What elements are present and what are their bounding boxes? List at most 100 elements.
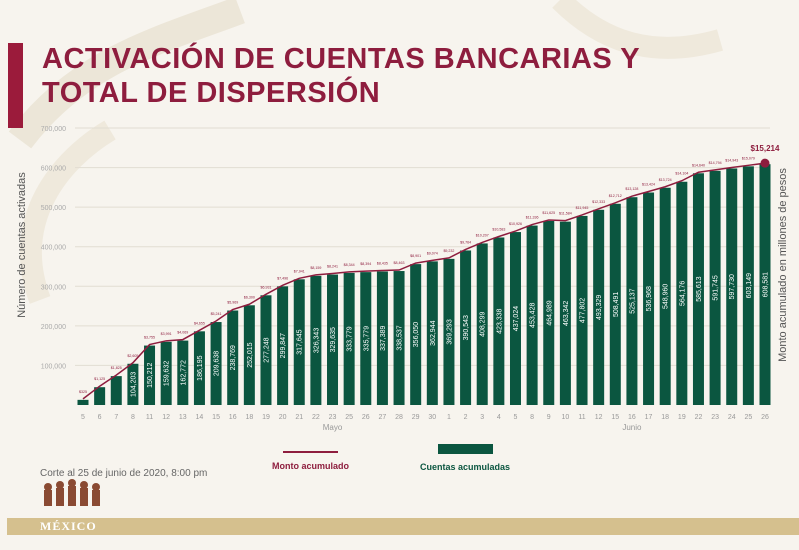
monto-value-label: $4,655 [194,321,205,325]
bar [110,376,122,405]
accent-bar [8,43,23,128]
x-tick-label: 20 [279,414,287,421]
bar-value-label: 104,203 [130,372,137,397]
page-title: ACTIVACIÓN DE CUENTAS BANCARIAS Y TOTAL … [42,42,640,110]
bar-value-label: 238,769 [230,345,237,370]
x-tick-label: 26 [362,414,370,421]
bar [643,192,655,405]
bar-value-label: 585,613 [696,276,703,301]
bar-value-label: 390,543 [463,315,470,340]
bar [526,225,538,405]
bar-value-label: 464,989 [546,300,553,325]
x-tick-label: 25 [345,414,353,421]
x-tick-label: 28 [395,414,403,421]
bar-value-label: 337,389 [380,325,387,350]
bar-value-label: 150,212 [147,363,154,388]
x-tick-label: 11 [146,414,153,421]
x-tick-label: 10 [561,414,569,421]
bar-value-label: 329,635 [330,327,337,352]
y-tick-label: 600,000 [41,166,66,173]
bar [410,264,422,405]
x-tick-label: 8 [530,414,534,421]
x-tick-label: 6 [98,414,102,421]
monto-value-label: $9,232 [443,249,454,253]
title-line-1: ACTIVACIÓN DE CUENTAS BANCARIAS Y [42,43,641,75]
monto-line [82,162,766,400]
legend-monto-label: Monto acumulado [272,461,349,471]
bar [127,363,139,405]
x-tick-label: 24 [728,414,736,421]
x-tick-label: 8 [131,414,135,421]
x-tick-label: 19 [262,414,270,421]
y-tick-label: 300,000 [41,284,66,291]
bar-value-label: 252,015 [247,342,254,367]
monto-last-label: $15,214 [751,144,780,153]
x-tick-label: 29 [412,414,420,421]
monto-value-label: $325 [79,390,87,394]
bar [476,243,488,405]
monto-value-label: $12,333 [592,200,605,204]
monto-value-label: $15,079 [742,156,755,160]
bar-value-label: 333,779 [347,326,354,351]
x-tick-label: 19 [678,414,686,421]
bar [160,341,172,405]
monto-value-label: $8,344 [344,263,355,267]
monto-value-label: $5,241 [211,312,222,316]
bar [593,209,605,405]
monto-value-label: $14,640 [692,163,705,167]
x-tick-label: 27 [379,414,387,421]
bar [543,220,555,405]
x-tick-label: 15 [212,414,220,421]
bar-value-label: 536,968 [646,286,653,311]
bar [509,232,521,405]
monto-value-label: $13,424 [642,183,655,187]
monto-value-label: $6,931 [260,285,271,289]
monto-last-point [760,158,770,168]
legend-bar-swatch [437,444,493,454]
monto-value-label: $7,941 [294,269,305,273]
monto-value-label: $8,901 [410,254,421,258]
monto-value-label: $9,764 [460,240,471,244]
bar [343,272,355,405]
bar [144,345,156,405]
bar-value-label: 356,050 [413,322,420,347]
monto-value-label: $11,584 [559,212,572,216]
bar-value-label: 564,176 [679,281,686,306]
bar-value-label: 299,847 [280,333,287,358]
bar [77,399,89,405]
bar [460,250,472,405]
logo-text: MÉXICO [40,519,97,533]
bar [609,203,621,405]
x-tick-label: 4 [497,414,501,421]
bar-value-label: 369,293 [446,319,453,344]
monto-value-label: $9,074 [427,251,438,255]
monto-value-label: $6,300 [244,295,255,299]
monto-value-label: $11,336 [526,216,539,220]
month-label: Mayo [323,423,343,432]
bar-value-label: 453,428 [530,303,537,328]
bar-value-label: 362,944 [430,320,437,345]
x-tick-label: 23 [711,414,719,421]
heroes-logo [44,479,100,506]
monto-value-label: $3,755 [144,336,155,340]
bar-value-label: 463,342 [563,301,570,326]
x-tick-label: 14 [196,414,204,421]
x-tick-label: 17 [645,414,653,421]
monto-value-label: $10,583 [492,227,505,231]
bar-value-label: 477,802 [580,298,587,323]
bar [759,164,771,405]
bar [260,295,272,405]
bar [277,286,289,405]
bar [210,322,222,405]
monto-value-label: $5,969 [227,301,238,305]
bar [426,261,438,405]
bar-value-label: 548,960 [663,284,670,309]
bar [94,387,106,405]
bar-value-label: 209,638 [214,351,221,376]
bar-value-label: 525,137 [629,288,636,313]
monto-value-label: $8,394 [360,262,371,266]
monto-value-label: $12,712 [609,194,622,198]
bar-value-label: 408,299 [480,311,487,336]
x-tick-label: 1 [447,414,451,421]
x-tick-label: 7 [114,414,118,421]
